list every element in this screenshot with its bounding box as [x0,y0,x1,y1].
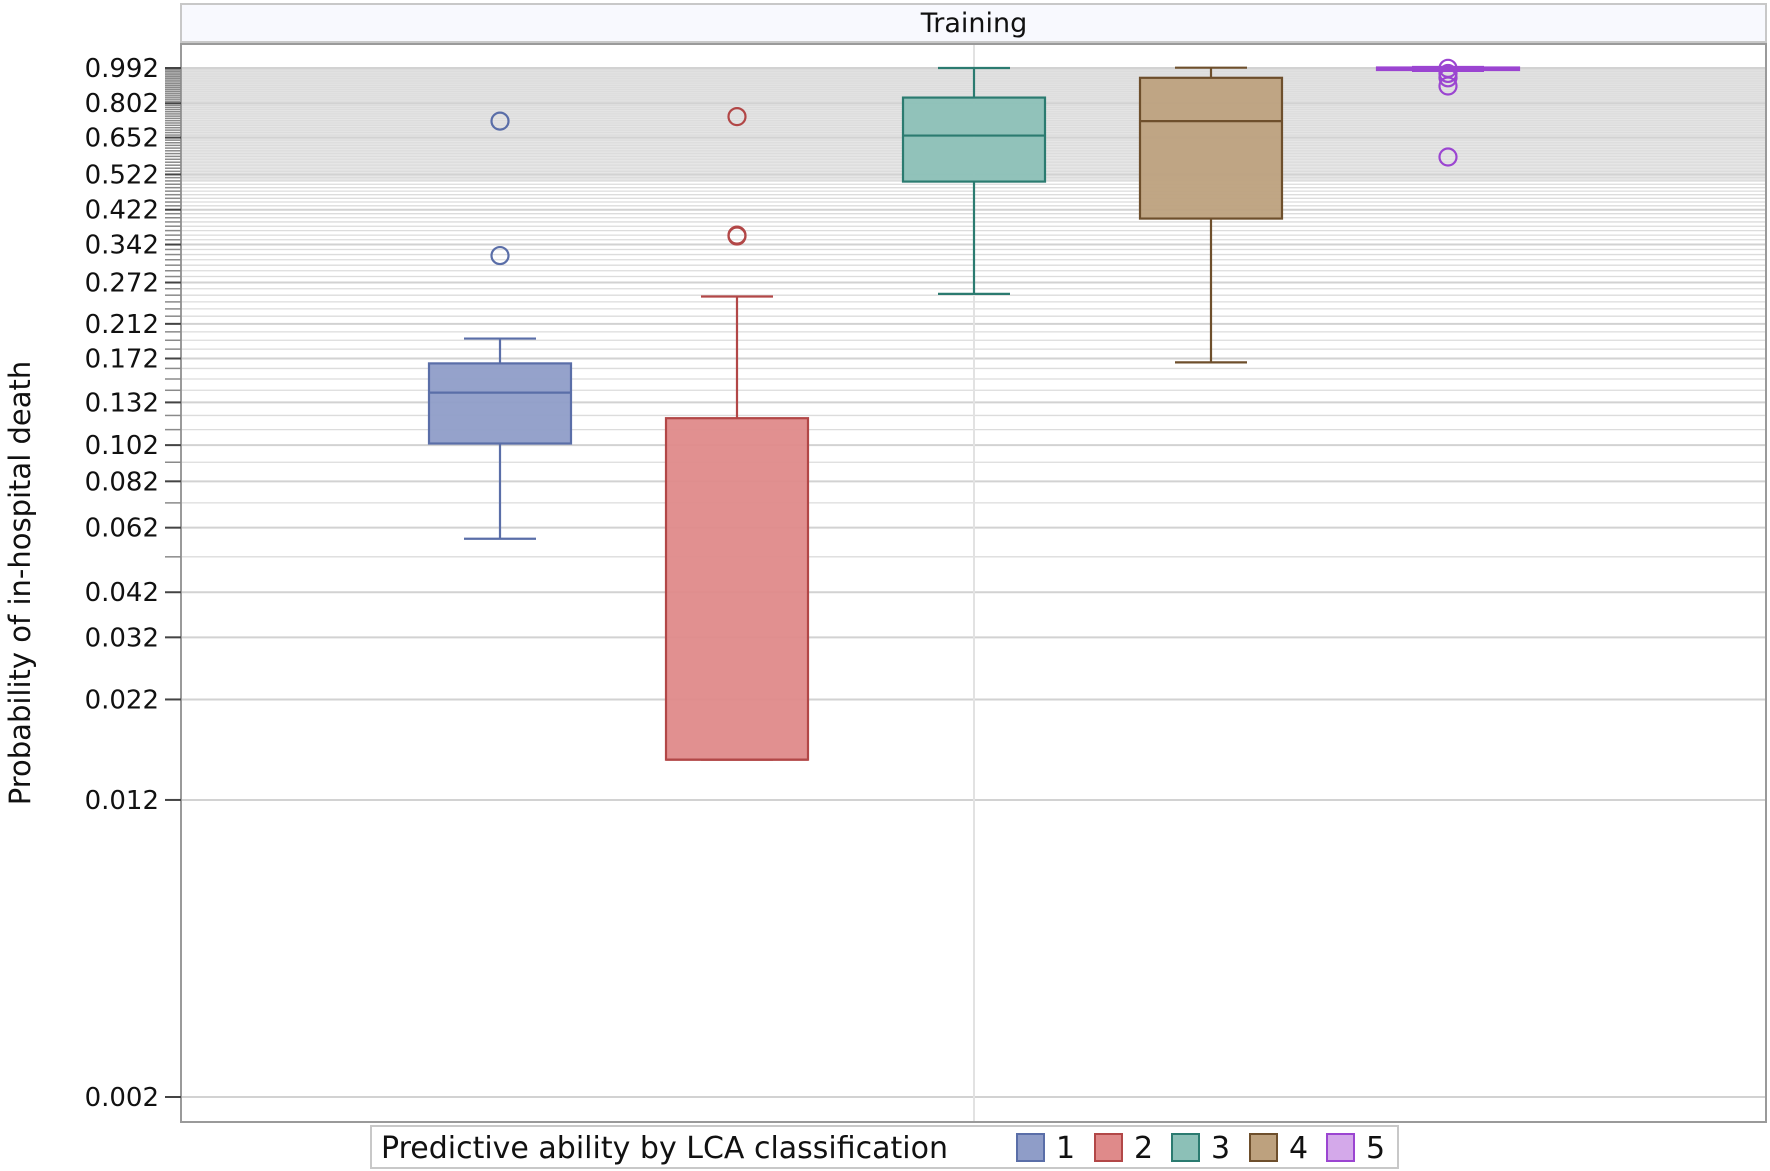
outlier-point [727,225,747,245]
box-series-5 [1375,58,1521,167]
y-tick-label: 0.652 [85,124,159,154]
y-tick-label: 0.522 [85,160,159,190]
y-tick-label: 0.172 [85,345,159,375]
y-tick-label: 0.422 [85,196,159,226]
outlier-point [1438,76,1458,96]
box-iqr [664,417,810,761]
legend-label-2: 2 [1134,1131,1153,1166]
legend-swatch-3 [1171,1133,1200,1162]
legend-label-1: 1 [1056,1131,1075,1166]
y-tick-label: 0.272 [85,269,159,299]
legend-swatch-5 [1326,1133,1355,1162]
panel-header [180,3,1767,43]
outlier-point [1438,68,1458,88]
y-tick-label: 0.062 [85,514,159,544]
box-series-3 [901,66,1047,295]
y-axis: 0.992 0.802 0.652 0.522 0.422 0.342 0.272 0.212… [85,44,182,1122]
y-tick-label: 0.212 [85,310,159,340]
box-iqr [901,96,1047,183]
legend-label-3: 3 [1211,1131,1230,1166]
legend-swatch-4 [1249,1133,1278,1162]
y-axis-title: Probability of in-hospital death [3,361,37,805]
y-tick-label: 0.082 [85,467,159,497]
box-series-4 [1138,66,1284,364]
box-iqr [427,362,573,445]
legend-swatch-2 [1094,1133,1123,1162]
outlier-point [727,106,747,127]
box-series-1 [427,111,573,540]
y-tick-label: 0.012 [85,786,159,816]
legend: Predictive ability by LCA classification… [370,1125,1399,1169]
y-tick-label: 0.032 [85,623,159,653]
legend-label-4: 4 [1289,1131,1308,1166]
legend-swatch-1 [1016,1133,1045,1162]
y-tick-label: 0.132 [85,388,159,418]
box-series-2 [664,106,810,761]
panel-title: Training [920,8,1028,39]
y-tick-label: 0.022 [85,685,159,715]
y-tick-label: 0.992 [85,54,159,84]
y-tick-label: 0.342 [85,231,159,261]
y-tick-label: 0.002 [85,1083,159,1113]
legend-title: Predictive ability by LCA classification [381,1131,948,1166]
box-series-group [427,58,1521,761]
outlier-point [490,111,510,131]
outlier-point [490,245,510,266]
outlier-point [1438,147,1458,167]
legend-frame [370,1125,1399,1169]
legend-label-5: 5 [1366,1131,1385,1166]
y-tick-label: 0.042 [85,578,159,608]
y-tick-label: 0.802 [85,89,159,119]
y-tick-label: 0.102 [85,431,159,461]
box-iqr [1138,76,1284,220]
